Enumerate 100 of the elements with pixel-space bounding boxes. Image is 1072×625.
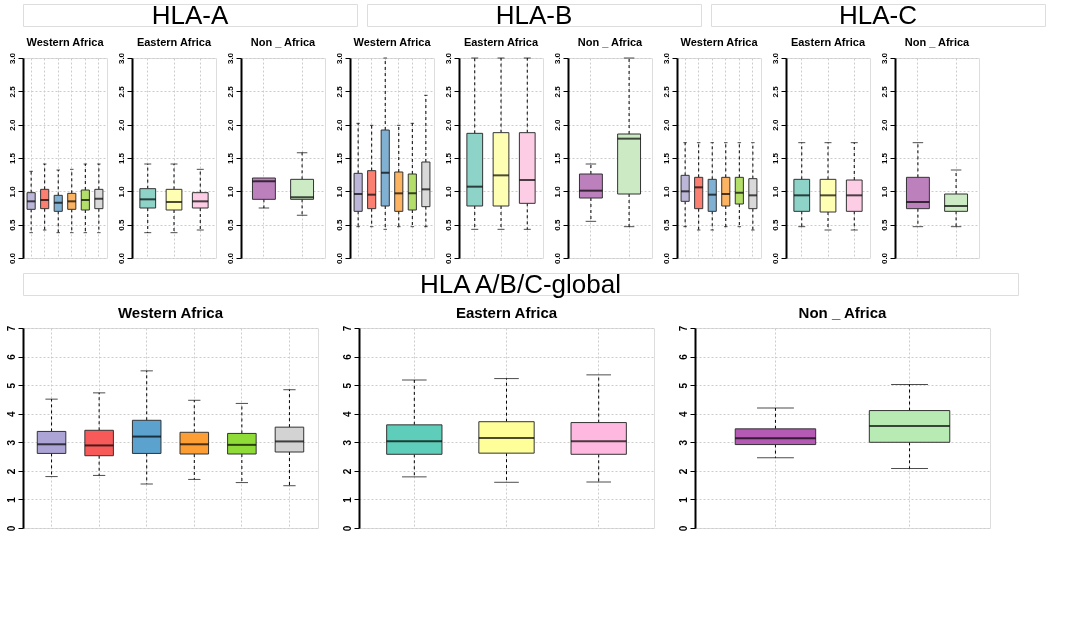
chart-title: Eastern Africa: [463, 36, 539, 49]
y-tick-label: 0.0: [334, 252, 344, 265]
y-tick-label: 0.5: [879, 219, 889, 231]
y-tick-label: 3.0: [443, 52, 453, 65]
y-tick-label: 4: [677, 411, 689, 417]
y-tick-label: 1.0: [225, 185, 235, 198]
y-tick-label: 0.0: [770, 252, 780, 265]
y-tick-label: 1.0: [879, 185, 889, 198]
text: HLA-B: [495, 0, 573, 30]
y-tick-label: 0.5: [225, 219, 235, 231]
chart-title: Western Africa: [117, 304, 224, 322]
y-tick-label: 0.0: [879, 252, 889, 265]
chart-title: Non _ Africa: [904, 36, 971, 49]
y-tick-label: 6: [341, 353, 353, 360]
y-tick-label: 0.0: [552, 252, 562, 265]
y-tick-label: 3.0: [552, 52, 562, 65]
y-tick-label: 2.5: [552, 85, 562, 98]
y-tick-label: 7: [5, 325, 17, 332]
chart-title: Western Africa: [26, 36, 105, 49]
y-tick-label: 3: [341, 439, 353, 446]
y-tick-label: 7: [341, 325, 353, 332]
y-tick-label: 1.5: [116, 152, 126, 165]
y-tick-label: 1.0: [7, 185, 17, 198]
y-tick-label: 0.5: [552, 219, 562, 231]
y-tick-label: 1.0: [661, 185, 671, 198]
y-tick-label: 0.5: [116, 219, 126, 231]
y-tick-label: 3.0: [116, 52, 126, 65]
text: HLA A/B/C-global: [420, 269, 621, 299]
y-tick-label: 3: [677, 439, 689, 446]
y-tick-label: 1.5: [7, 152, 17, 165]
y-tick-label: 2.5: [770, 85, 780, 98]
y-tick-label: 4: [341, 411, 353, 417]
y-tick-label: 4: [5, 411, 17, 417]
chart-title: Non _ Africa: [250, 36, 317, 49]
y-tick-label: 3.0: [334, 52, 344, 65]
y-tick-label: 1: [677, 496, 689, 503]
y-tick-label: 2.0: [443, 119, 453, 131]
y-tick-label: 2.0: [770, 119, 780, 131]
y-tick-label: 0.0: [116, 252, 126, 265]
y-tick-label: 2.0: [225, 119, 235, 131]
y-tick-label: 5: [677, 382, 689, 389]
chart-title: Eastern Africa: [136, 36, 212, 49]
y-tick-label: 2.5: [661, 85, 671, 98]
y-tick-label: 2.0: [116, 119, 126, 131]
y-tick-label: 1.5: [334, 152, 344, 165]
y-tick-label: 1.5: [443, 152, 453, 165]
chart-title: Eastern Africa: [790, 36, 866, 49]
y-tick-label: 2.0: [879, 119, 889, 131]
y-tick-label: 1.0: [770, 185, 780, 198]
y-tick-label: 0.5: [7, 219, 17, 231]
y-tick-label: 2.5: [879, 85, 889, 98]
y-tick-label: 0.5: [770, 219, 780, 231]
y-tick-label: 0.5: [661, 219, 671, 231]
y-tick-label: 0: [5, 525, 17, 532]
y-tick-label: 1.5: [552, 152, 562, 165]
text: HLA-A: [151, 0, 229, 30]
y-tick-label: 1: [5, 496, 17, 503]
y-tick-label: 2.0: [661, 119, 671, 131]
chart-title: Eastern Africa: [455, 304, 558, 322]
y-tick-label: 1: [341, 496, 353, 503]
y-tick-label: 2: [5, 468, 17, 475]
y-tick-label: 2.5: [116, 85, 126, 98]
y-tick-label: 0.0: [661, 252, 671, 265]
y-tick-label: 2.5: [334, 85, 344, 98]
chart-title: Non _ Africa: [798, 304, 888, 322]
y-tick-label: 0.5: [334, 219, 344, 231]
y-tick-label: 0.0: [443, 252, 453, 265]
y-tick-label: 3: [5, 439, 17, 446]
y-tick-label: 7: [677, 325, 689, 332]
y-tick-label: 5: [5, 382, 17, 389]
y-tick-label: 3.0: [770, 52, 780, 65]
y-tick-label: 2.5: [225, 85, 235, 98]
y-tick-label: 1.0: [552, 185, 562, 198]
y-tick-label: 1.0: [443, 185, 453, 198]
y-tick-label: 2.0: [334, 119, 344, 131]
y-tick-label: 2.0: [552, 119, 562, 131]
y-tick-label: 2.5: [443, 85, 453, 98]
y-tick-label: 0.0: [7, 252, 17, 265]
y-tick-label: 3.0: [879, 52, 889, 65]
y-tick-label: 1.5: [661, 152, 671, 165]
y-tick-label: 1.5: [879, 152, 889, 165]
chart-title: Western Africa: [680, 36, 759, 49]
y-tick-label: 0: [677, 525, 689, 532]
y-tick-label: 1.5: [770, 152, 780, 165]
y-tick-label: 0.0: [225, 252, 235, 265]
chart-title: Non _ Africa: [577, 36, 644, 49]
y-tick-label: 0: [341, 525, 353, 532]
y-tick-label: 0.5: [443, 219, 453, 231]
chart-title: Western Africa: [353, 36, 432, 49]
y-tick-label: 6: [677, 353, 689, 360]
y-tick-label: 2: [341, 468, 353, 475]
y-tick-label: 3.0: [225, 52, 235, 65]
y-tick-label: 1.0: [116, 185, 126, 198]
y-tick-label: 3.0: [661, 52, 671, 65]
y-tick-label: 5: [341, 382, 353, 389]
y-tick-label: 1.5: [225, 152, 235, 165]
y-tick-label: 6: [5, 353, 17, 360]
y-tick-label: 1.0: [334, 185, 344, 198]
text: HLA-C: [838, 0, 918, 30]
y-tick-label: 2.5: [7, 85, 17, 98]
